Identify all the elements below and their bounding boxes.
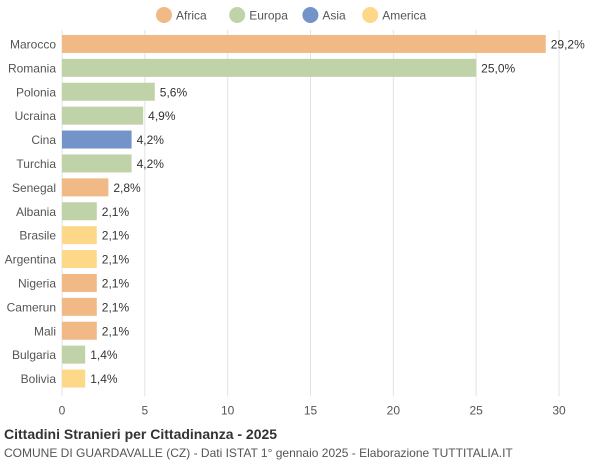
data-label: 4,2% <box>137 157 165 171</box>
y-tick-label: Romania <box>8 61 56 75</box>
data-label: 4,9% <box>148 109 176 123</box>
y-tick-label: Polonia <box>16 85 56 99</box>
data-label: 5,6% <box>160 85 188 99</box>
data-label: 4,2% <box>137 133 165 147</box>
bar-ucraina <box>62 106 144 125</box>
bar-cina <box>62 130 132 149</box>
x-axis: 0 5 10 15 20 25 30 <box>59 404 566 418</box>
y-tick-label: Brasile <box>19 229 56 243</box>
data-label: 2,1% <box>102 253 130 267</box>
y-tick-label: Argentina <box>5 253 57 267</box>
data-label: 2,1% <box>102 276 130 290</box>
y-tick-label: Turchia <box>16 157 56 171</box>
x-tick-label: 15 <box>304 404 318 418</box>
bar-senegal <box>62 178 109 197</box>
legend-label-africa: Africa <box>176 9 207 23</box>
data-label: 2,1% <box>102 300 130 314</box>
bar-turchia <box>62 154 132 173</box>
bar-camerun <box>62 297 97 316</box>
bar-brasile <box>62 226 97 245</box>
data-label: 1,4% <box>90 372 118 386</box>
y-tick-label: Bolivia <box>21 372 57 386</box>
data-label: 1,4% <box>90 348 118 362</box>
bar-polonia <box>62 82 155 101</box>
x-tick-label: 25 <box>469 404 483 418</box>
y-tick-label: Nigeria <box>18 276 56 290</box>
bar-marocco <box>62 34 546 53</box>
bar-chart: Africa Europa Asia America Marocco 29,2% Roma… <box>5 7 585 418</box>
bar-bulgaria <box>62 345 86 364</box>
bar-nigeria <box>62 273 97 292</box>
y-tick-label: Marocco <box>10 37 56 51</box>
bar-mali <box>62 321 97 340</box>
data-label: 29,2% <box>551 37 585 51</box>
data-label: 2,1% <box>102 205 130 219</box>
x-tick-label: 20 <box>387 404 401 418</box>
legend-swatch-america <box>362 7 379 23</box>
x-tick-label: 10 <box>221 404 235 418</box>
chart-subtitle: COMUNE DI GUARDAVALLE (CZ) - Dati ISTAT … <box>4 446 513 460</box>
data-label: 25,0% <box>481 61 515 75</box>
data-label: 2,8% <box>113 181 141 195</box>
bar-bolivia <box>62 369 86 388</box>
y-tick-label: Cina <box>31 133 56 147</box>
x-tick-label: 0 <box>59 404 66 418</box>
chart-title: Cittadini Stranieri per Cittadinanza - 2… <box>4 426 278 442</box>
bar-albania <box>62 202 97 221</box>
legend-swatch-europa <box>229 7 246 23</box>
y-tick-label: Albania <box>16 205 56 219</box>
chart-bars: Marocco 29,2% Romania 25,0% Polonia 5,6% Ucrai… <box>5 34 585 388</box>
y-tick-label: Mali <box>34 324 56 338</box>
legend-label-europa: Europa <box>249 9 288 23</box>
x-tick-label: 5 <box>141 404 148 418</box>
chart-legend: Africa Europa Asia America <box>156 7 427 23</box>
legend-label-america: America <box>382 9 426 23</box>
x-tick-label: 30 <box>552 404 566 418</box>
data-label: 2,1% <box>102 229 130 243</box>
data-label: 2,1% <box>102 324 130 338</box>
bar-argentina <box>62 250 97 269</box>
legend-swatch-africa <box>156 7 172 23</box>
y-tick-label: Bulgaria <box>12 348 56 362</box>
y-tick-label: Ucraina <box>15 109 57 123</box>
legend-label-asia: Asia <box>322 9 346 23</box>
legend-swatch-asia <box>302 7 319 23</box>
y-tick-label: Senegal <box>12 181 56 195</box>
bar-romania <box>62 58 477 77</box>
y-tick-label: Camerun <box>7 300 56 314</box>
